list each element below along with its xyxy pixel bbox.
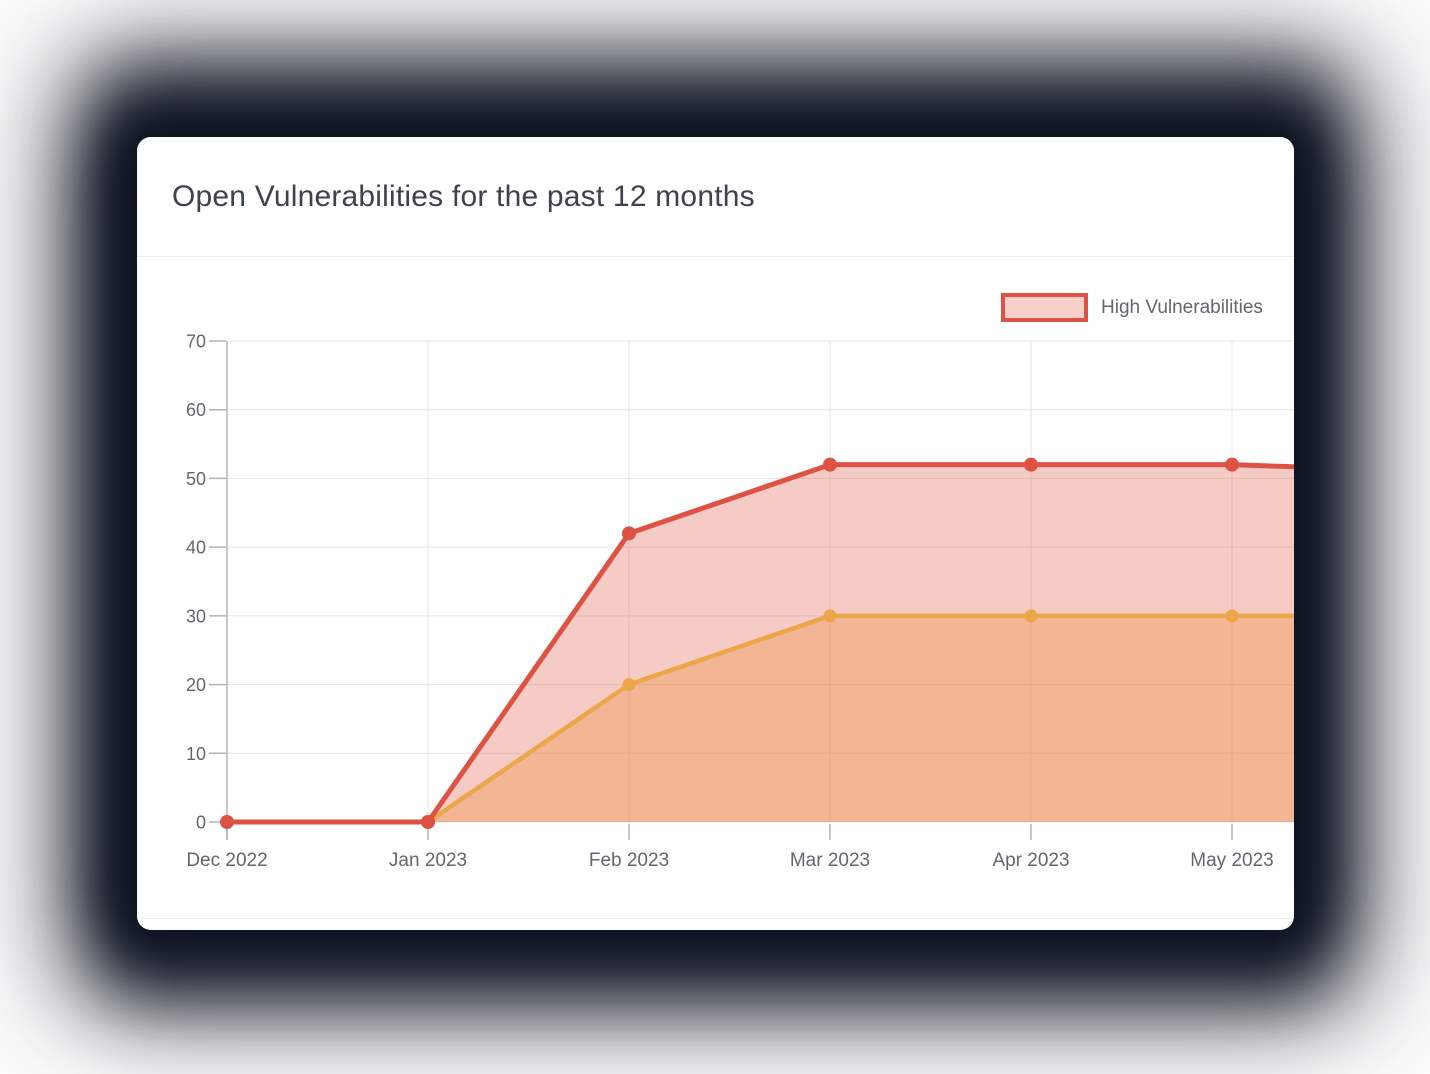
series-point-high-vulnerabilities [1225,457,1239,472]
x-axis-label: May 2023 [1190,850,1273,871]
legend-label-high-vulnerabilities: High Vulnerabilities [1101,296,1263,318]
y-axis-label: 30 [186,606,206,626]
card-bottom-hairline [137,918,1294,919]
x-axis-label: Feb 2023 [589,850,669,871]
series-area-orange-series-legend-clipped [227,615,1294,822]
series-point-high-vulnerabilities [1024,457,1038,472]
series-point-orange-series-legend-clipped [1225,609,1239,623]
card-header: Open Vulnerabilities for the past 12 mon… [137,137,1294,257]
series-point-orange-series-legend-clipped [1024,609,1038,623]
y-axis-label: 20 [186,675,206,695]
y-axis-label: 40 [186,538,206,558]
chart-legend[interactable]: High Vulnerabilities [1001,293,1263,322]
series-point-high-vulnerabilities [421,815,435,829]
y-axis-label: 70 [186,332,206,352]
legend-swatch-high-vulnerabilities [1001,293,1088,322]
series-point-high-vulnerabilities [823,457,837,472]
vulnerabilities-card: Open Vulnerabilities for the past 12 mon… [137,137,1294,930]
chart-title: Open Vulnerabilities for the past 12 mon… [172,179,755,213]
series-point-high-vulnerabilities [220,815,234,829]
series-point-high-vulnerabilities [622,526,636,541]
x-axis-label: Dec 2022 [186,850,267,871]
x-axis-label: Mar 2023 [790,850,870,871]
y-axis-label: 0 [196,813,206,833]
series-area-high-vulnerabilities [227,464,1294,822]
series-point-orange-series-legend-clipped [823,609,837,623]
series-point-orange-series-legend-clipped [622,678,636,692]
vulnerabilities-area-chart: 0 10 20 30 40 50 60 70 Dec 2022 Jan 2023 Feb 2023 M… [186,332,1294,871]
y-axis-label: 50 [186,469,206,489]
y-axis-label: 60 [186,400,206,420]
x-axis-label: Apr 2023 [992,850,1069,871]
y-axis-label: 10 [186,744,206,764]
chart-area: 0 10 20 30 40 50 60 70 Dec 2022 Jan 2023 Feb 2023 M… [137,257,1294,930]
x-axis-label: Jan 2023 [389,850,467,871]
